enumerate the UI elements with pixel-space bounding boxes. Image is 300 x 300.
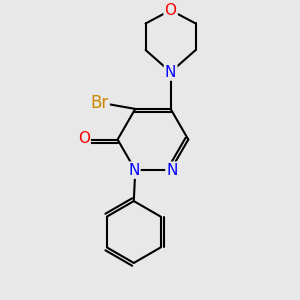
Text: N: N xyxy=(128,163,140,178)
Text: N: N xyxy=(167,163,178,178)
Text: Br: Br xyxy=(90,94,109,112)
Text: N: N xyxy=(165,64,176,80)
Text: O: O xyxy=(165,3,177,18)
Text: O: O xyxy=(78,130,90,146)
